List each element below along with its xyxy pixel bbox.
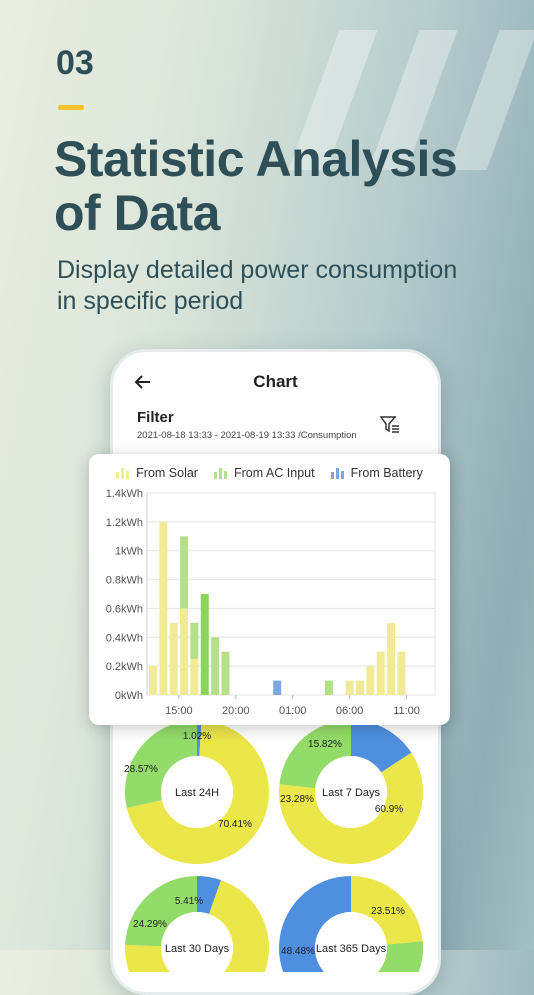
donut-slice-green bbox=[125, 876, 197, 947]
donut-slice-label: 70.41% bbox=[218, 819, 252, 830]
donut-slice-green bbox=[125, 722, 197, 809]
filter-range: 2021-08-18 13:33 - 2021-08-19 13:33 /Con… bbox=[137, 430, 357, 441]
donut-slice-label: 15.82% bbox=[308, 739, 342, 750]
y-tick-label: 0.4kWh bbox=[106, 632, 143, 644]
donut-slice-label: 28.57% bbox=[124, 764, 158, 775]
headline: Statistic Analysis of Data bbox=[54, 131, 458, 241]
headline-line-2: of Data bbox=[54, 185, 220, 241]
chart-legend: From Solar From AC Input From Battery bbox=[89, 466, 450, 480]
x-tick-label: 15:00 bbox=[165, 705, 193, 717]
donut-slice-label: 24.29% bbox=[133, 919, 167, 930]
donut-slice-green bbox=[279, 722, 351, 789]
back-arrow-icon[interactable] bbox=[133, 372, 153, 398]
bar-ac bbox=[180, 536, 189, 609]
legend-solar[interactable]: From Solar bbox=[116, 466, 198, 480]
legend-ac-label: From AC Input bbox=[233, 466, 315, 480]
bar-solar bbox=[376, 651, 385, 695]
bar-ac bbox=[221, 651, 230, 695]
filter-label: Filter bbox=[137, 409, 174, 426]
bar-solar bbox=[159, 521, 168, 695]
legend-battery[interactable]: From Battery bbox=[330, 466, 423, 480]
bar-ac bbox=[211, 637, 220, 695]
bar-solar bbox=[356, 680, 364, 695]
legend-ac[interactable]: From AC Input bbox=[213, 466, 315, 480]
filter-icon[interactable] bbox=[379, 414, 401, 436]
bar-solar bbox=[180, 608, 189, 695]
donut-hole bbox=[315, 756, 387, 828]
x-tick-label: 06:00 bbox=[336, 705, 364, 717]
donut-title: Last 24H bbox=[175, 787, 219, 799]
y-tick-label: 0.2kWh bbox=[106, 661, 143, 673]
bar-solar bbox=[149, 666, 157, 695]
y-tick-label: 0.6kWh bbox=[106, 603, 143, 615]
legend-battery-label: From Battery bbox=[350, 466, 423, 480]
section-number: 03 bbox=[56, 44, 94, 82]
subtitle-line-1: Display detailed power consumption bbox=[57, 256, 458, 284]
bar-solar bbox=[345, 680, 354, 695]
bar-battery bbox=[273, 680, 282, 695]
bar-solar bbox=[169, 622, 178, 695]
donut-title: Last 365 Days bbox=[316, 943, 387, 955]
bar-ac bbox=[200, 594, 209, 695]
headline-line-1: Statistic Analysis bbox=[54, 131, 458, 187]
bar-ac bbox=[324, 680, 333, 695]
legend-solar-label: From Solar bbox=[136, 466, 198, 480]
bar-solar bbox=[366, 666, 375, 695]
x-tick-label: 20:00 bbox=[222, 705, 250, 717]
donut-slice-label: 1.02% bbox=[183, 731, 211, 742]
donut-slice-label: 48.48% bbox=[281, 946, 315, 957]
y-tick-label: 1.2kWh bbox=[106, 517, 143, 529]
donut-slice-blue bbox=[197, 876, 222, 915]
y-tick-label: 0kWh bbox=[115, 690, 143, 702]
y-tick-label: 1kWh bbox=[115, 546, 143, 558]
bar-solar bbox=[190, 658, 199, 695]
donut-slice-blue bbox=[279, 876, 351, 972]
donut-slice-yellow bbox=[126, 722, 269, 865]
y-tick-label: 0.8kWh bbox=[106, 575, 143, 587]
subtitle: Display detailed power consumption in sp… bbox=[57, 255, 457, 317]
donut-slice-blue bbox=[197, 722, 202, 757]
donut-slice-blue bbox=[351, 722, 412, 773]
x-tick-label: 11:00 bbox=[393, 705, 420, 717]
chart-card: From Solar From AC Input From Battery 0k… bbox=[89, 454, 450, 725]
donut-slice-yellow bbox=[125, 880, 269, 972]
donut-title: Last 30 Days bbox=[165, 943, 230, 955]
donut-slice-label: 23.51% bbox=[371, 906, 405, 917]
bar-solar bbox=[387, 622, 396, 695]
accent-bar bbox=[58, 105, 84, 110]
y-tick-label: 1.4kWh bbox=[106, 488, 143, 500]
donut-slice-yellow bbox=[279, 752, 423, 864]
bar-solar bbox=[397, 651, 406, 695]
bar-ac bbox=[190, 622, 199, 659]
subtitle-line-2: in specific period bbox=[57, 287, 244, 315]
donut-slice-label: 23.28% bbox=[280, 794, 314, 805]
donut-slice-label: 60.9% bbox=[375, 804, 403, 815]
donut-title: Last 7 Days bbox=[322, 787, 381, 799]
donut-charts: Last 24H 70.41% 28.57% 1.02% Last 7 Days 60.9… bbox=[124, 722, 423, 972]
page-title: Chart bbox=[253, 372, 298, 391]
donut-slice-yellow bbox=[351, 876, 423, 945]
donut-slice-label: 5.41% bbox=[175, 896, 203, 907]
donut-hole bbox=[161, 756, 233, 828]
x-tick-label: 01:00 bbox=[279, 705, 307, 717]
bar-chart: 0kWh 0.2kWh 0.4kWh 0.6kWh 0.8kWh 1kWh 1.2kWh 1.… bbox=[106, 488, 436, 717]
